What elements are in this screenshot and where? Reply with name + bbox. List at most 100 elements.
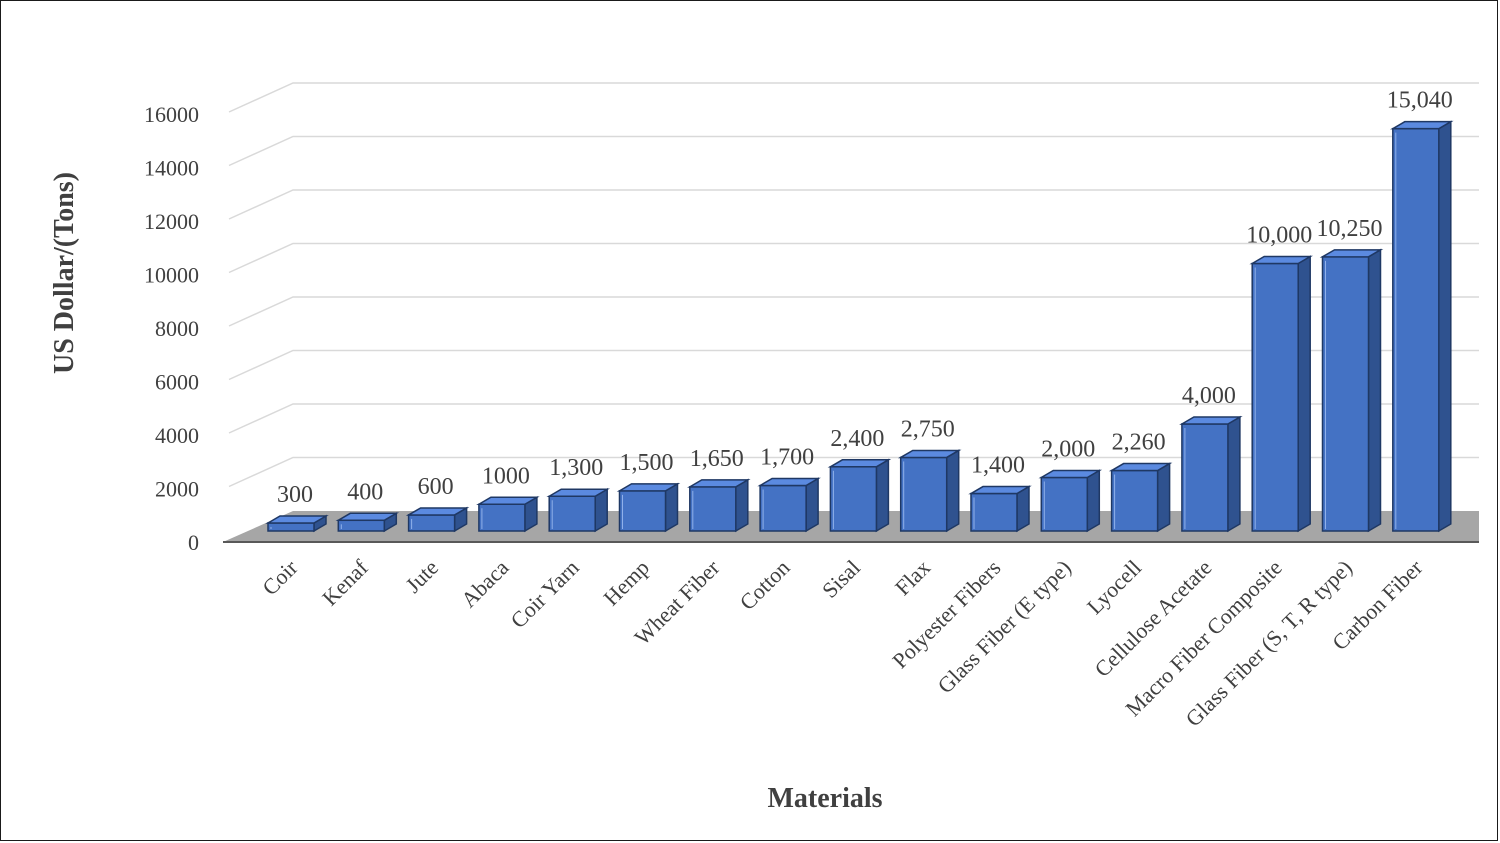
bar-front <box>1040 476 1089 532</box>
bar-front <box>970 492 1018 532</box>
x-category-label: Abaca <box>456 555 514 613</box>
data-label: 1,300 <box>549 455 603 481</box>
bar-front <box>899 456 948 532</box>
bar-side <box>664 482 679 533</box>
gridline <box>228 82 1479 113</box>
data-label: 10,000 <box>1246 223 1312 249</box>
x-category-label: Flax <box>890 555 935 600</box>
y-tick-label: 0 <box>188 530 199 555</box>
bar-front <box>1181 423 1229 532</box>
data-label: 2,750 <box>901 416 955 442</box>
bar <box>897 449 962 533</box>
bar-front <box>267 522 315 532</box>
bar <box>968 485 1032 533</box>
bar <box>1108 462 1173 533</box>
x-category-label: Glass Fiber (E type) <box>932 555 1075 698</box>
data-label: 1,650 <box>690 446 744 472</box>
bar-side <box>875 458 890 533</box>
data-label: 15,040 <box>1387 88 1453 114</box>
bar-top <box>1038 469 1103 479</box>
x-category-label: Coir Yarn <box>506 555 584 633</box>
gridline <box>228 189 1479 220</box>
bar-top <box>265 515 329 524</box>
bar-side <box>945 449 960 533</box>
bar-front <box>478 503 526 532</box>
bar-front <box>1251 262 1299 532</box>
bar <box>1038 469 1103 533</box>
y-tick-label: 14000 <box>144 156 199 181</box>
gridline <box>228 349 1479 381</box>
bar-side <box>1156 462 1171 533</box>
data-label: 4,000 <box>1182 383 1236 409</box>
y-tick-label: 8000 <box>155 316 199 341</box>
data-label: 1,400 <box>971 453 1025 479</box>
bar-side <box>735 478 749 533</box>
bar-front <box>407 514 456 532</box>
bar-front <box>1392 127 1440 532</box>
bar-top <box>546 488 610 497</box>
bar-top <box>897 449 962 459</box>
gridline <box>228 135 1479 167</box>
data-label: 400 <box>347 479 383 505</box>
x-category-label: Kenaf <box>317 554 373 610</box>
bar-top <box>757 477 821 487</box>
bar-top <box>968 485 1032 495</box>
bar <box>1319 248 1384 533</box>
gridline <box>228 242 1479 274</box>
bar-top <box>1249 255 1313 265</box>
gridlines <box>228 82 1479 488</box>
bar-front <box>618 490 667 532</box>
bar-top <box>616 483 681 492</box>
bar-front <box>1110 469 1159 532</box>
bar <box>546 487 610 533</box>
x-category-label: Hemp <box>598 555 654 611</box>
bar-top <box>827 459 892 468</box>
bars <box>265 120 1454 533</box>
bar-front <box>337 519 386 532</box>
x-category-label: Coir <box>257 554 303 600</box>
data-label: 1,500 <box>620 450 674 476</box>
gridline <box>228 403 1479 434</box>
bar-side <box>1367 248 1382 533</box>
bar-front <box>689 486 737 532</box>
bar-side <box>805 477 819 533</box>
data-labels: 300 400 600 1000 1,300 1,500 1,650 1,700 2,400 2,… <box>277 88 1453 508</box>
bar <box>405 506 470 533</box>
x-category-label: Lyocell <box>1082 555 1146 619</box>
bar <box>827 458 892 533</box>
y-tick-label: 4000 <box>155 423 199 448</box>
bar-top <box>1179 416 1243 425</box>
data-label: 600 <box>418 474 454 500</box>
y-tick-label: 6000 <box>155 370 199 395</box>
bar-top <box>405 507 470 516</box>
bar-top <box>687 479 751 488</box>
bar <box>757 477 821 533</box>
y-tick-label: 12000 <box>144 209 199 234</box>
y-tick-label: 10000 <box>144 263 199 288</box>
bar <box>1179 415 1243 533</box>
x-category-label: Jute <box>400 555 443 598</box>
bar-front <box>1321 256 1370 532</box>
data-label: 2,260 <box>1112 430 1166 456</box>
x-axis-title: Materials <box>767 783 882 814</box>
bar-side <box>1227 415 1241 533</box>
data-label: 1,700 <box>760 445 814 471</box>
gridline <box>228 296 1479 327</box>
bar <box>476 495 540 533</box>
y-axis-ticks: 0 2000 4000 6000 8000 10000 12000 14000 16000 <box>144 102 199 555</box>
x-category-label: Sisal <box>817 555 865 603</box>
bar-side <box>1297 255 1311 533</box>
data-label: 300 <box>277 482 313 508</box>
data-label: 2,000 <box>1041 437 1095 463</box>
bar-front <box>829 466 878 532</box>
bar-side <box>1086 469 1101 533</box>
y-tick-label: 2000 <box>155 477 199 502</box>
gridline <box>228 456 1479 488</box>
bar-top <box>476 496 540 505</box>
bar-top <box>1108 462 1173 472</box>
data-label: 2,400 <box>830 426 884 452</box>
bar-side <box>1438 120 1452 533</box>
